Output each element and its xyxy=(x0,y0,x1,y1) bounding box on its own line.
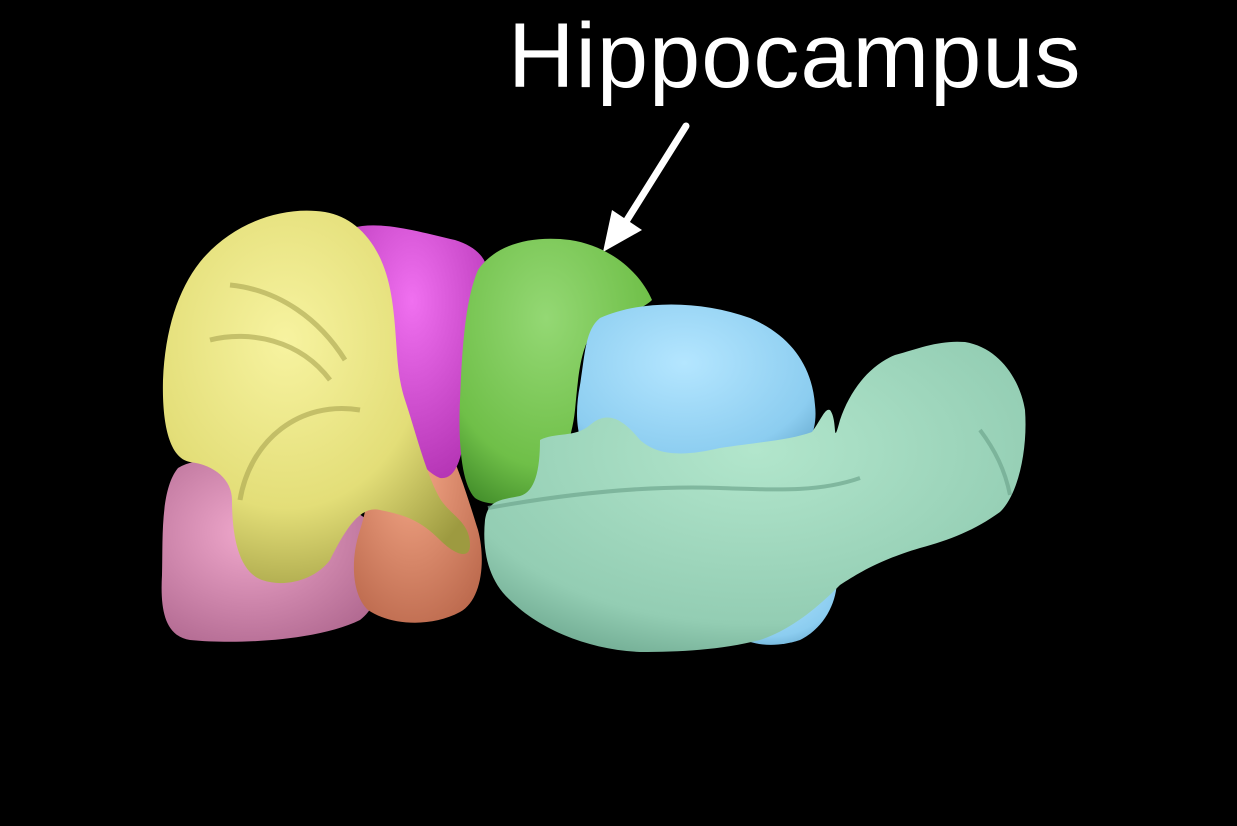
hippocampus-label: Hippocampus xyxy=(508,5,1082,107)
teal-ridge xyxy=(487,428,1012,510)
teal-region xyxy=(484,341,1026,652)
arrow-icon xyxy=(603,122,690,252)
cerebellum-fold xyxy=(209,282,361,501)
hippocampus-region xyxy=(459,238,652,504)
blue-region xyxy=(577,304,816,472)
